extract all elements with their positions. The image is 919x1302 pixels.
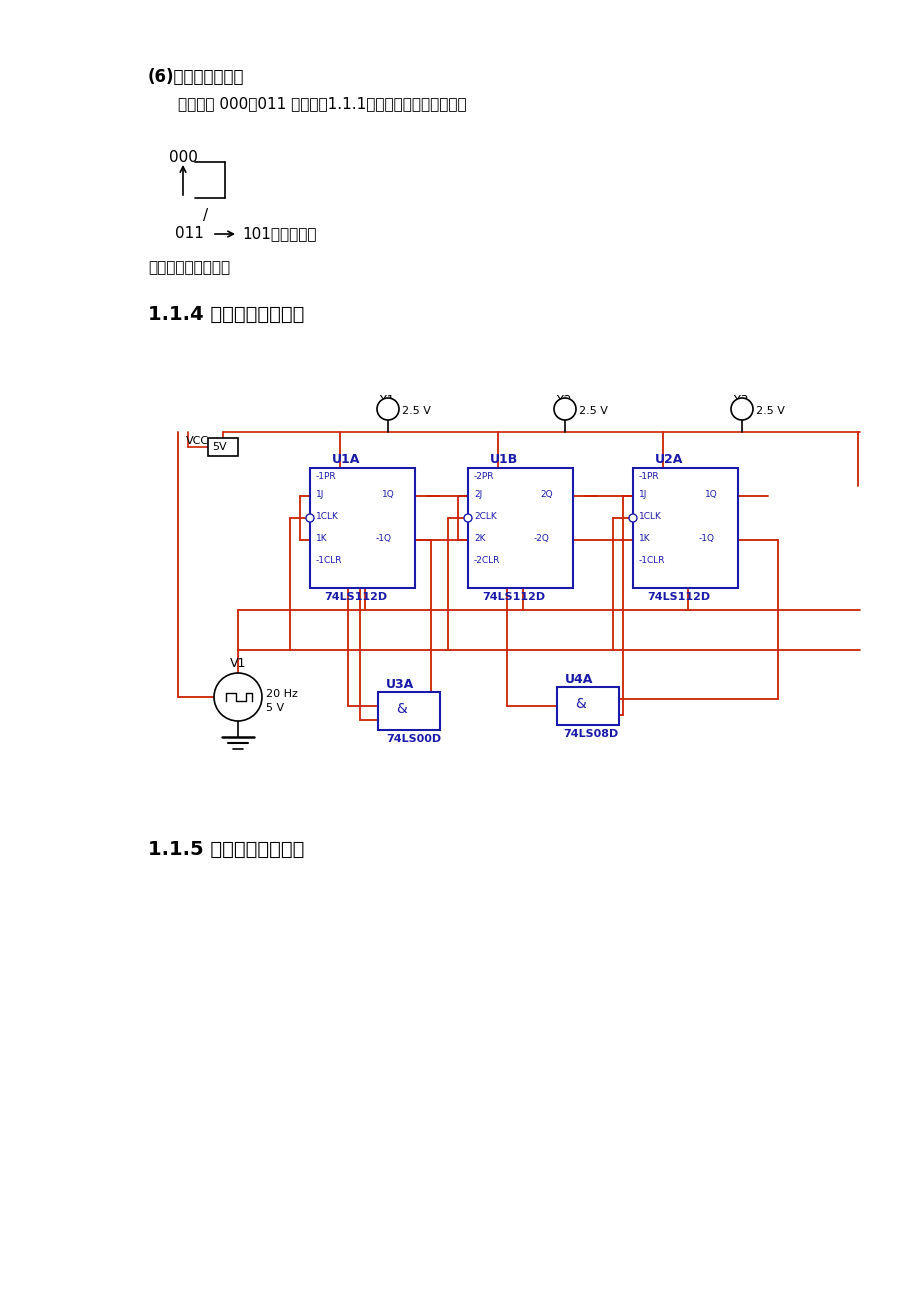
- Text: 1J: 1J: [639, 490, 647, 499]
- Text: 1.1.4 设计的逻辑电路图: 1.1.4 设计的逻辑电路图: [148, 305, 304, 324]
- Text: 2K: 2K: [473, 534, 485, 543]
- Text: -1CLR: -1CLR: [315, 556, 342, 565]
- Text: V1: V1: [230, 658, 246, 671]
- Text: U3A: U3A: [386, 678, 414, 691]
- Text: 74LS112D: 74LS112D: [323, 592, 387, 602]
- Circle shape: [306, 514, 313, 522]
- Text: -2Q: -2Q: [533, 534, 550, 543]
- Circle shape: [731, 398, 752, 421]
- Circle shape: [553, 398, 575, 421]
- Circle shape: [377, 398, 399, 421]
- Text: 2.5 V: 2.5 V: [402, 406, 430, 417]
- Text: X1: X1: [379, 395, 395, 408]
- Text: 74LS112D: 74LS112D: [646, 592, 709, 602]
- Text: 2J: 2J: [473, 490, 482, 499]
- Text: 1CLK: 1CLK: [639, 512, 661, 521]
- Text: 1.1.5 设计的电路原理图: 1.1.5 设计的电路原理图: [148, 840, 304, 859]
- Circle shape: [214, 673, 262, 721]
- Bar: [632, 467, 737, 589]
- Text: 2CLK: 2CLK: [473, 512, 496, 521]
- Text: +: +: [242, 682, 251, 691]
- Text: -1Q: -1Q: [698, 534, 714, 543]
- Text: 5V: 5V: [211, 441, 226, 452]
- Text: -2PR: -2PR: [473, 473, 494, 480]
- Text: 1K: 1K: [639, 534, 650, 543]
- Text: 20 Hz: 20 Hz: [266, 689, 298, 699]
- Text: 74LS08D: 74LS08D: [562, 729, 618, 740]
- Bar: [310, 467, 414, 589]
- Text: 74LS112D: 74LS112D: [482, 592, 545, 602]
- Text: 1Q: 1Q: [381, 490, 394, 499]
- Text: -2CLR: -2CLR: [473, 556, 500, 565]
- Text: (6)检查能否自启动: (6)检查能否自启动: [148, 68, 244, 86]
- Text: 2Q: 2Q: [539, 490, 552, 499]
- Text: &: &: [395, 702, 406, 716]
- Text: 000: 000: [169, 150, 198, 165]
- Text: 将无效态 000，011 代入式（1.1.1）进行计算，结果如下：: 将无效态 000，011 代入式（1.1.1）进行计算，结果如下：: [177, 96, 466, 111]
- Text: 1CLK: 1CLK: [315, 512, 338, 521]
- Text: 5 V: 5 V: [266, 703, 284, 713]
- Bar: [378, 691, 439, 730]
- Text: 1K: 1K: [315, 534, 327, 543]
- Text: VCC: VCC: [186, 436, 209, 447]
- Text: -1CLR: -1CLR: [639, 556, 664, 565]
- Text: 101（有效态）: 101（有效态）: [242, 227, 316, 241]
- Text: 011: 011: [175, 227, 204, 241]
- Text: -1Q: -1Q: [376, 534, 391, 543]
- Bar: [208, 437, 238, 456]
- Text: -1PR: -1PR: [639, 473, 659, 480]
- Text: 74LS00D: 74LS00D: [386, 734, 440, 743]
- Text: 2.5 V: 2.5 V: [755, 406, 784, 417]
- Circle shape: [629, 514, 636, 522]
- Text: U4A: U4A: [564, 673, 593, 686]
- Text: X2: X2: [555, 395, 572, 408]
- Text: -1PR: -1PR: [315, 473, 336, 480]
- Text: /: /: [203, 208, 208, 223]
- Bar: [468, 467, 573, 589]
- Circle shape: [463, 514, 471, 522]
- Text: U1A: U1A: [332, 453, 360, 466]
- Text: 1Q: 1Q: [704, 490, 717, 499]
- Text: 1J: 1J: [315, 490, 324, 499]
- Text: U1B: U1B: [490, 453, 517, 466]
- Text: X3: X3: [732, 395, 749, 408]
- Text: 2.5 V: 2.5 V: [578, 406, 607, 417]
- Text: U2A: U2A: [654, 453, 683, 466]
- Text: 由此可见不能自启动: 由此可见不能自启动: [148, 260, 230, 275]
- Bar: [556, 687, 618, 725]
- Text: &: &: [574, 697, 585, 711]
